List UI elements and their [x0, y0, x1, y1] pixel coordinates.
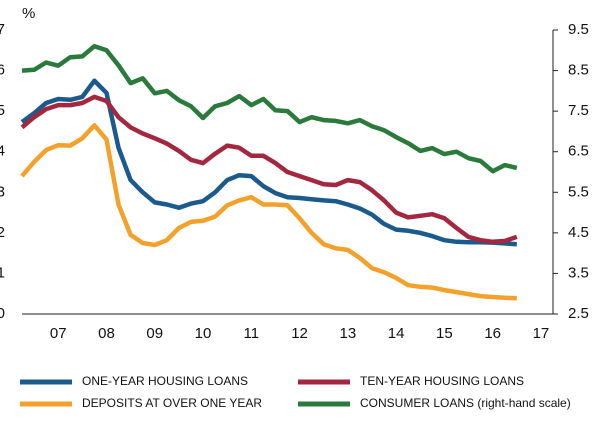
series-line: [20, 123, 517, 301]
y2-tick-label: 8.5: [568, 62, 589, 79]
y-tick-label: 7: [0, 21, 5, 38]
y-tick-label: 3: [0, 183, 5, 200]
y-tick-label: 0: [0, 305, 5, 322]
x-tick-label: 17: [533, 325, 550, 342]
legend-label: DEPOSITS AT OVER ONE YEAR: [82, 396, 262, 410]
series-line: [20, 94, 518, 245]
x-tick-label: 15: [436, 325, 453, 342]
x-tick-label: 07: [50, 325, 67, 342]
y2-tick-label: 9.5: [568, 21, 589, 38]
series-line: [21, 43, 518, 174]
x-tick-label: 08: [98, 325, 115, 342]
y-tick-label: 5: [0, 102, 5, 119]
y2-tick-label: 2.5: [568, 305, 589, 322]
y-tick-label: 6: [0, 62, 5, 79]
x-tick-label: 14: [388, 325, 405, 342]
legend-label: CONSUMER LOANS (right-hand scale): [360, 396, 571, 410]
y2-tick-label: 7.5: [568, 102, 589, 119]
y2-tick-label: 3.5: [568, 264, 589, 281]
series-line: [20, 78, 517, 247]
x-tick-label: 09: [146, 325, 163, 342]
x-tick-label: 13: [339, 325, 356, 342]
legend-label: TEN-YEAR HOUSING LOANS: [360, 374, 524, 388]
y2-tick-label: 6.5: [568, 143, 589, 160]
x-tick-label: 12: [291, 325, 308, 342]
y-tick-label: 4: [0, 143, 5, 160]
y2-tick-label: 5.5: [568, 183, 589, 200]
y-axis-label: %: [22, 5, 35, 22]
x-tick-label: 16: [484, 325, 501, 342]
legend-label: ONE-YEAR HOUSING LOANS: [82, 374, 248, 388]
y-tick-label: 1: [0, 264, 5, 281]
y-tick-label: 2: [0, 224, 5, 241]
x-tick-label: 11: [244, 325, 260, 342]
x-tick-label: 10: [195, 325, 212, 342]
y2-tick-label: 4.5: [568, 224, 589, 241]
